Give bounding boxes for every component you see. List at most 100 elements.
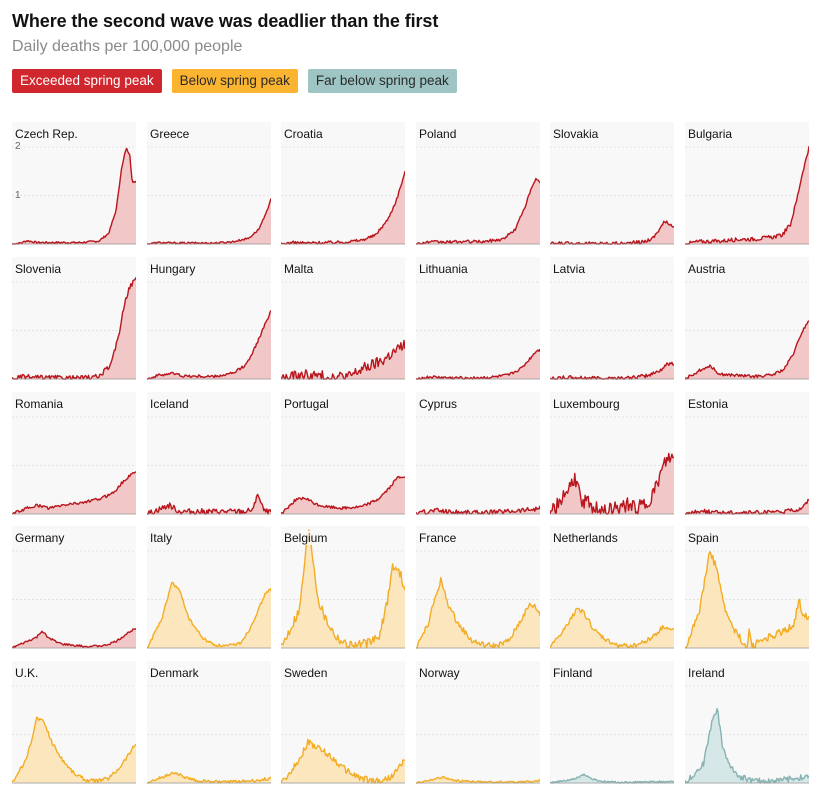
panel-chart — [281, 281, 405, 380]
series-area — [685, 708, 809, 783]
panel-label: Italy — [150, 531, 175, 545]
legend-exceeded: Exceeded spring peak — [12, 69, 162, 93]
panel-chart — [416, 685, 540, 784]
series-line — [147, 581, 271, 648]
panel-label: Malta — [284, 262, 316, 276]
series-area — [281, 171, 405, 244]
panel-label: Lithuania — [419, 262, 470, 276]
series-area — [550, 221, 674, 244]
series-line — [685, 551, 809, 649]
panel-spain: Spain — [685, 526, 809, 649]
series-line — [550, 607, 674, 649]
panel-label: Estonia — [688, 397, 731, 411]
series-area — [416, 349, 540, 379]
series-line — [12, 276, 136, 380]
series-line — [12, 627, 136, 649]
series-line — [416, 775, 540, 784]
panel-label: Luxembourg — [553, 397, 622, 411]
panel-label: Denmark — [150, 666, 201, 680]
panel-label: Germany — [15, 531, 67, 545]
legend-far-below: Far below spring peak — [307, 69, 457, 93]
series-line — [416, 576, 540, 649]
series-area — [147, 582, 271, 648]
panel-chart — [685, 550, 809, 649]
panel-netherlands: Netherlands — [550, 526, 674, 649]
series-area — [12, 628, 136, 648]
panel-chart — [685, 416, 809, 515]
panel-chart — [550, 146, 674, 245]
panel-label: Finland — [553, 666, 595, 680]
legend: Exceeded spring peak Below spring peak F… — [12, 69, 457, 93]
panel-cyprus: Cyprus — [416, 392, 540, 515]
panel-label: Slovakia — [553, 127, 601, 141]
panel-label: U.K. — [15, 666, 41, 680]
panel-romania: Romania — [12, 392, 136, 515]
series-area — [281, 476, 405, 514]
panel-chart — [12, 685, 136, 784]
panel-lithuania: Lithuania — [416, 257, 540, 380]
panel-label: Spain — [688, 531, 721, 545]
panel-chart — [685, 685, 809, 784]
panel-hungary: Hungary — [147, 257, 271, 380]
panel-label: Portugal — [284, 397, 331, 411]
series-line — [281, 339, 405, 380]
panel-chart — [12, 146, 136, 245]
series-area — [416, 577, 540, 648]
panel-chart — [550, 550, 674, 649]
series-area — [550, 608, 674, 648]
panel-greece: Greece — [147, 122, 271, 245]
panel-label: France — [419, 531, 459, 545]
panel-estonia: Estonia — [685, 392, 809, 515]
series-area — [147, 310, 271, 379]
panel-label: Norway — [419, 666, 462, 680]
panel-poland: Poland — [416, 122, 540, 245]
panel-portugal: Portugal — [281, 392, 405, 515]
panel-label: Hungary — [150, 262, 198, 276]
y-tick-label: 2 — [15, 141, 21, 152]
panel-chart — [147, 416, 271, 515]
panel-label: Ireland — [688, 666, 727, 680]
series-area — [147, 198, 271, 244]
series-line — [416, 348, 540, 380]
panel-chart — [685, 281, 809, 380]
panel-iceland: Iceland — [147, 392, 271, 515]
panel-label: Romania — [15, 397, 66, 411]
series-area — [12, 471, 136, 514]
panel-chart — [416, 416, 540, 515]
series-line — [12, 716, 136, 784]
panel-chart — [281, 146, 405, 245]
series-line — [147, 771, 271, 784]
series-line — [12, 147, 136, 245]
series-line — [685, 707, 809, 784]
panel-austria: Austria — [685, 257, 809, 380]
panel-label: Latvia — [553, 262, 588, 276]
series-line — [281, 170, 405, 245]
series-area — [12, 717, 136, 783]
series-line — [416, 177, 540, 245]
panel-label: Iceland — [150, 397, 191, 411]
panel-malta: Malta — [281, 257, 405, 380]
panel-sweden: Sweden — [281, 661, 405, 784]
series-area — [281, 739, 405, 783]
series-area — [281, 340, 405, 379]
panel-label: Austria — [688, 262, 728, 276]
panel-label: Poland — [419, 127, 459, 141]
panel-chart — [550, 685, 674, 784]
panel-chart — [550, 416, 674, 515]
series-area — [685, 551, 809, 648]
panel-chart — [281, 416, 405, 515]
series-area — [12, 148, 136, 244]
series-area — [416, 776, 540, 783]
panel-label: Cyprus — [419, 397, 460, 411]
panel-latvia: Latvia — [550, 257, 674, 380]
panel-chart — [416, 146, 540, 245]
panel-chart — [685, 145, 809, 245]
panel-chart — [281, 685, 405, 784]
panel-denmark: Denmark — [147, 661, 271, 784]
panel-label: Belgium — [284, 531, 330, 545]
series-line — [550, 773, 674, 784]
panel-chart — [12, 276, 136, 380]
panel-ireland: Ireland — [685, 661, 809, 784]
series-line — [12, 471, 136, 515]
panel-chart — [147, 685, 271, 784]
